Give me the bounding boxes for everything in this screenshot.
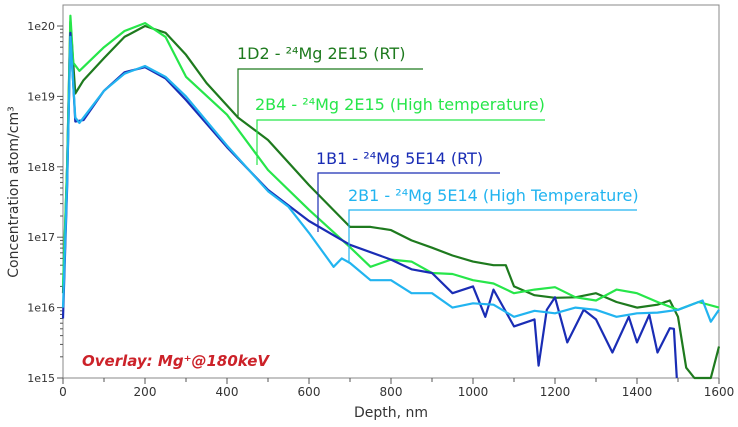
series-line-1 [61,20,721,380]
x-tick-label: 600 [298,385,321,399]
y-tick-label: 1e15 [27,372,55,385]
x-tick-label: 1400 [622,385,653,399]
x-tick-label: 1200 [540,385,571,399]
y-tick-label: 1e20 [27,20,55,33]
series-callout-line [237,68,423,118]
overlay-annotation: Overlay: Mg⁺@180keV [82,352,270,370]
series-callout-line [317,172,500,232]
series-label: 2B1 - ²⁴Mg 5E14 (High Temperature) [348,186,639,205]
y-tick-label: 1e17 [27,231,55,244]
x-tick-label: 1600 [704,385,735,399]
x-tick-label: 0 [59,385,67,399]
series-line-3 [61,31,678,379]
series-callout-line [256,119,545,165]
series-label: 1B1 - ²⁴Mg 5E14 (RT) [316,149,483,168]
series-line-2 [61,14,720,311]
x-axis-label: Depth, nm [354,405,428,421]
series-line-4 [61,35,720,323]
series-label: 1D2 - ²⁴Mg 2E15 (RT) [237,44,405,63]
y-tick-label: 1e18 [27,161,55,174]
y-tick-label: 1e16 [27,302,55,315]
series-callout-line [348,209,637,262]
x-tick-label: 800 [380,385,403,399]
x-tick-label: 400 [216,385,239,399]
series-label: 2B4 - ²⁴Mg 2E15 (High temperature) [255,95,545,114]
x-tick-label: 200 [134,385,157,399]
x-tick-label: 1000 [458,385,489,399]
y-tick-label: 1e19 [27,90,55,103]
y-axis-label: Concentration atom/cm³ [6,106,22,277]
